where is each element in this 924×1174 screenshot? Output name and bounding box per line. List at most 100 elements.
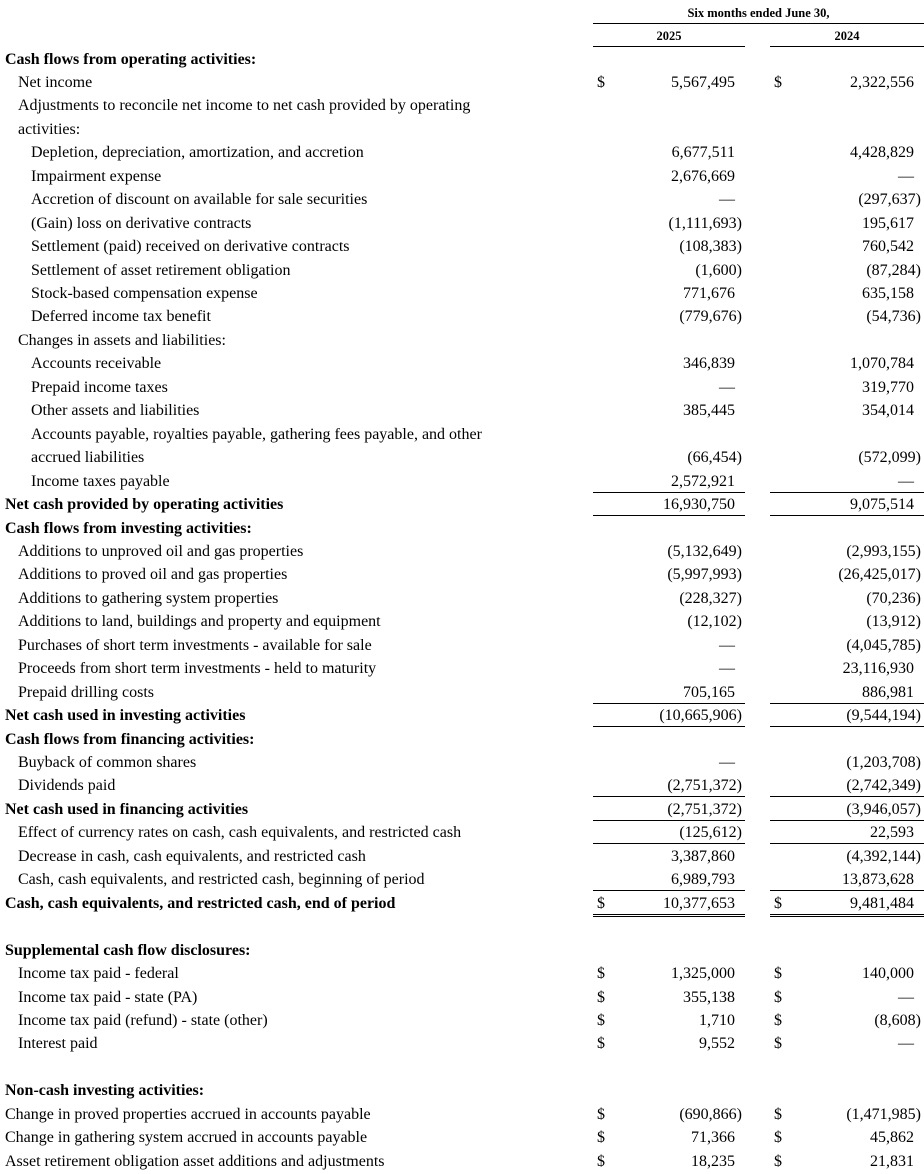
dollar-sign: $ xyxy=(597,1129,605,1147)
value-cell-2025: 385,445 xyxy=(593,399,745,421)
row-label: Asset retirement obligation asset additi… xyxy=(5,1152,385,1170)
value-cell-2025: (1,111,693) xyxy=(593,212,745,234)
section-row: Cash flows from investing activities: xyxy=(0,517,924,540)
row-label: Non-cash investing activities: xyxy=(5,1082,205,1100)
amount: (125,612) xyxy=(679,824,742,842)
value-cell-2024: 319,770 xyxy=(770,376,924,398)
column-header-2025: 2025 xyxy=(593,29,745,47)
table-row: Settlement of asset retirement obligatio… xyxy=(0,259,924,282)
table-row: Depletion, depreciation, amortization, a… xyxy=(0,141,924,164)
value-cell-2025: $5,567,495 xyxy=(593,71,745,93)
table-row: (Gain) loss on derivative contracts (1,11… xyxy=(0,212,924,235)
dollar-sign: $ xyxy=(597,1035,605,1053)
amount: (297,637) xyxy=(858,191,921,209)
row-label: (Gain) loss on derivative contracts xyxy=(31,214,252,232)
amount: 705,165 xyxy=(683,683,735,701)
row-label: Cash flows from operating activities: xyxy=(5,50,257,68)
amount: (572,099) xyxy=(858,449,921,467)
row-label: Additions to proved oil and gas properti… xyxy=(18,566,288,584)
value-cell-2025: 16,930,750 xyxy=(593,493,745,517)
table-row: Settlement (paid) received on derivative… xyxy=(0,235,924,258)
value-cell-2025: 346,839 xyxy=(593,352,745,374)
amount: 195,617 xyxy=(862,214,914,232)
value-cell-2024: 1,070,784 xyxy=(770,352,924,374)
table-row: Decrease in cash, cash equivalents, and … xyxy=(0,845,924,868)
table-row: Buyback of common shares — (1,203,708) xyxy=(0,751,924,774)
amount: (2,751,372) xyxy=(667,777,742,795)
amount: — xyxy=(898,472,914,490)
value-cell-2024: 195,617 xyxy=(770,212,924,234)
table-row: Change in proved properties accrued in a… xyxy=(0,1103,924,1126)
section-row: Net cash provided by operating activitie… xyxy=(0,493,924,517)
value-cell-2024: (4,045,785) xyxy=(770,634,924,656)
value-cell-2024: (4,392,144) xyxy=(770,845,924,867)
row-label: Accounts payable, royalties payable, gat… xyxy=(31,425,482,443)
value-cell-2024: $45,862 xyxy=(770,1126,924,1148)
value-cell-2024: (54,736) xyxy=(770,305,924,327)
value-cell-2025: (108,383) xyxy=(593,235,745,257)
amount: 18,235 xyxy=(691,1152,735,1170)
value-cell-2025: (779,676) xyxy=(593,305,745,327)
amount: (13,912) xyxy=(866,613,921,631)
value-cell-2024: $ (1,471,985) xyxy=(770,1103,924,1125)
row-label: Dividends paid xyxy=(18,777,116,795)
row-label: Net cash provided by operating activitie… xyxy=(5,496,284,514)
value-cell-2025: $18,235 xyxy=(593,1150,745,1172)
amount: 6,989,793 xyxy=(671,871,735,889)
value-cell-2025: (1,600) xyxy=(593,259,745,281)
amount: 9,552 xyxy=(699,1035,735,1053)
amount: 2,676,669 xyxy=(671,167,735,185)
value-cell-2025: $71,366 xyxy=(593,1126,745,1148)
value-cell-2025: — xyxy=(593,751,745,773)
table-row: Deferred income tax benefit (779,676) (54,… xyxy=(0,305,924,328)
column-header-2024: 2024 xyxy=(770,29,924,47)
row-label: Other assets and liabilities xyxy=(31,402,200,420)
row-label: Decrease in cash, cash equivalents, and … xyxy=(18,847,366,865)
value-cell-2025: — xyxy=(593,657,745,679)
section-row: Supplemental cash flow disclosures: xyxy=(0,939,924,962)
value-cell-2024: (87,284) xyxy=(770,259,924,281)
dollar-sign: $ xyxy=(597,965,605,983)
value-cell-2025: 6,989,793 xyxy=(593,868,745,892)
value-cell-2024: 635,158 xyxy=(770,282,924,304)
value-cell-2025: 705,165 xyxy=(593,681,745,704)
amount: 771,676 xyxy=(683,285,735,302)
row-label: Net cash used in financing activities xyxy=(5,800,249,818)
amount: (10,665,906) xyxy=(659,707,742,725)
value-cell-2025: 771,676 xyxy=(593,282,745,304)
amount: 319,770 xyxy=(862,378,914,396)
value-cell-2025: — xyxy=(593,634,745,656)
amount: — xyxy=(898,988,914,1006)
amount: (5,132,649) xyxy=(667,542,742,560)
amount: — xyxy=(719,191,735,209)
table-row: Adjustments to reconcile net income to n… xyxy=(0,94,924,117)
table-row: activities: xyxy=(0,118,924,141)
value-cell-2025: 2,676,669 xyxy=(593,165,745,187)
row-label: Cash, cash equivalents, and restricted c… xyxy=(18,871,425,889)
amount: — xyxy=(719,636,735,654)
amount: (87,284) xyxy=(866,261,921,279)
value-cell-2024: $ — xyxy=(770,1032,924,1054)
amount: — xyxy=(719,378,735,396)
value-cell-2024: $21,831 xyxy=(770,1150,924,1172)
value-cell-2024: $140,000 xyxy=(770,962,924,984)
amount: 2,322,556 xyxy=(850,73,914,91)
table-row: Income taxes payable 2,572,921 — xyxy=(0,470,924,493)
row-label: Income tax paid - federal xyxy=(18,965,179,983)
row-label: Prepaid drilling costs xyxy=(18,683,154,701)
amount: (12,102) xyxy=(687,613,742,631)
table-row: Accounts payable, royalties payable, gat… xyxy=(0,423,924,446)
section-row: Cash, cash equivalents, and restricted c… xyxy=(0,892,924,917)
table-row: Accounts receivable 346,839 1,070,784 xyxy=(0,352,924,375)
value-cell-2025: — xyxy=(593,188,745,210)
amount: 13,873,628 xyxy=(842,871,914,889)
table-row: Dividends paid (2,751,372) (2,742,349) xyxy=(0,774,924,798)
dollar-sign: $ xyxy=(774,988,782,1006)
amount: — xyxy=(898,1035,914,1053)
amount: (70,236) xyxy=(866,589,921,607)
row-label: Impairment expense xyxy=(31,167,162,185)
table-row: Stock-based compensation expense 771,676 6… xyxy=(0,282,924,305)
dollar-sign: $ xyxy=(597,894,605,912)
row-label: Adjustments to reconcile net income to n… xyxy=(18,97,471,115)
dollar-sign: $ xyxy=(774,1011,782,1029)
